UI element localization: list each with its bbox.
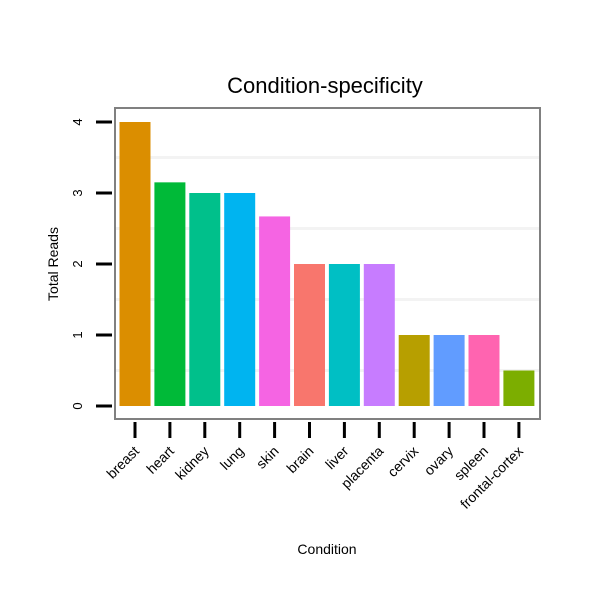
- y-tick-label: 3: [70, 189, 85, 196]
- y-tick-label: 1: [70, 331, 85, 338]
- x-axis-label: Condition: [297, 541, 356, 557]
- y-axis: 0 1 2 3 4: [70, 118, 112, 410]
- y-tick-label: 2: [70, 260, 85, 267]
- x-tick-label-brain: brain: [283, 443, 316, 476]
- bar-ovary: [433, 335, 465, 406]
- bar-liver: [328, 264, 360, 406]
- plot-border: [114, 107, 541, 420]
- bar-heart: [154, 182, 186, 406]
- bar-placenta: [363, 264, 395, 406]
- x-tick-label-lung: lung: [217, 443, 247, 473]
- chart-title: Condition-specificity: [227, 73, 423, 98]
- x-tick-label-liver: liver: [322, 443, 352, 473]
- bar-kidney: [189, 193, 221, 406]
- x-tick-label-skin: skin: [253, 443, 282, 472]
- x-tick-label-cervix: cervix: [384, 443, 421, 480]
- bar-spleen: [468, 335, 500, 406]
- bar-skin: [259, 216, 291, 406]
- y-tick-label: 0: [70, 402, 85, 409]
- y-axis-label: Total Reads: [45, 227, 61, 301]
- bar-breast: [119, 122, 151, 406]
- x-tick-label-kidney: kidney: [172, 443, 212, 483]
- bar-cervix: [398, 335, 430, 406]
- bar-lung: [224, 193, 256, 406]
- x-tick-label-breast: breast: [103, 443, 142, 482]
- bar-frontal-cortex: [503, 370, 535, 406]
- y-tick-label: 4: [70, 118, 85, 125]
- bar-brain: [294, 264, 325, 406]
- bars-group: [119, 122, 535, 406]
